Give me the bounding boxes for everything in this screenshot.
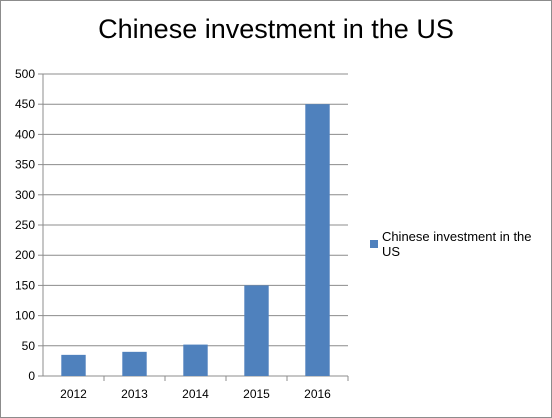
- y-tick-label: 400: [15, 127, 35, 141]
- x-tick-label: 2014: [182, 387, 209, 401]
- bar-2016: [305, 104, 330, 376]
- legend: Chinese investment in the US: [370, 229, 552, 259]
- y-tick-label: 450: [15, 97, 35, 111]
- y-tick-label: 150: [15, 278, 35, 292]
- x-tick-label: 2016: [304, 387, 331, 401]
- bar-2014: [183, 344, 208, 376]
- bar-2012: [61, 354, 86, 376]
- y-tick-label: 300: [15, 188, 35, 202]
- y-tick-label: 250: [15, 218, 35, 232]
- y-tick-label: 350: [15, 158, 35, 172]
- y-tick-label: 100: [15, 309, 35, 323]
- y-tick-label: 0: [28, 369, 35, 383]
- y-tick-label: 500: [15, 67, 35, 81]
- legend-label: Chinese investment in the US: [381, 229, 532, 259]
- chart-title: Chinese investment in the US: [98, 14, 454, 44]
- bar-2013: [122, 351, 147, 376]
- x-tick-label: 2013: [121, 387, 148, 401]
- legend-swatch: [370, 240, 378, 248]
- x-tick-label: 2012: [60, 387, 87, 401]
- x-tick-label: 2015: [243, 387, 270, 401]
- bar-2015: [244, 285, 269, 376]
- y-tick-label: 50: [22, 339, 36, 353]
- y-tick-label: 200: [15, 248, 35, 262]
